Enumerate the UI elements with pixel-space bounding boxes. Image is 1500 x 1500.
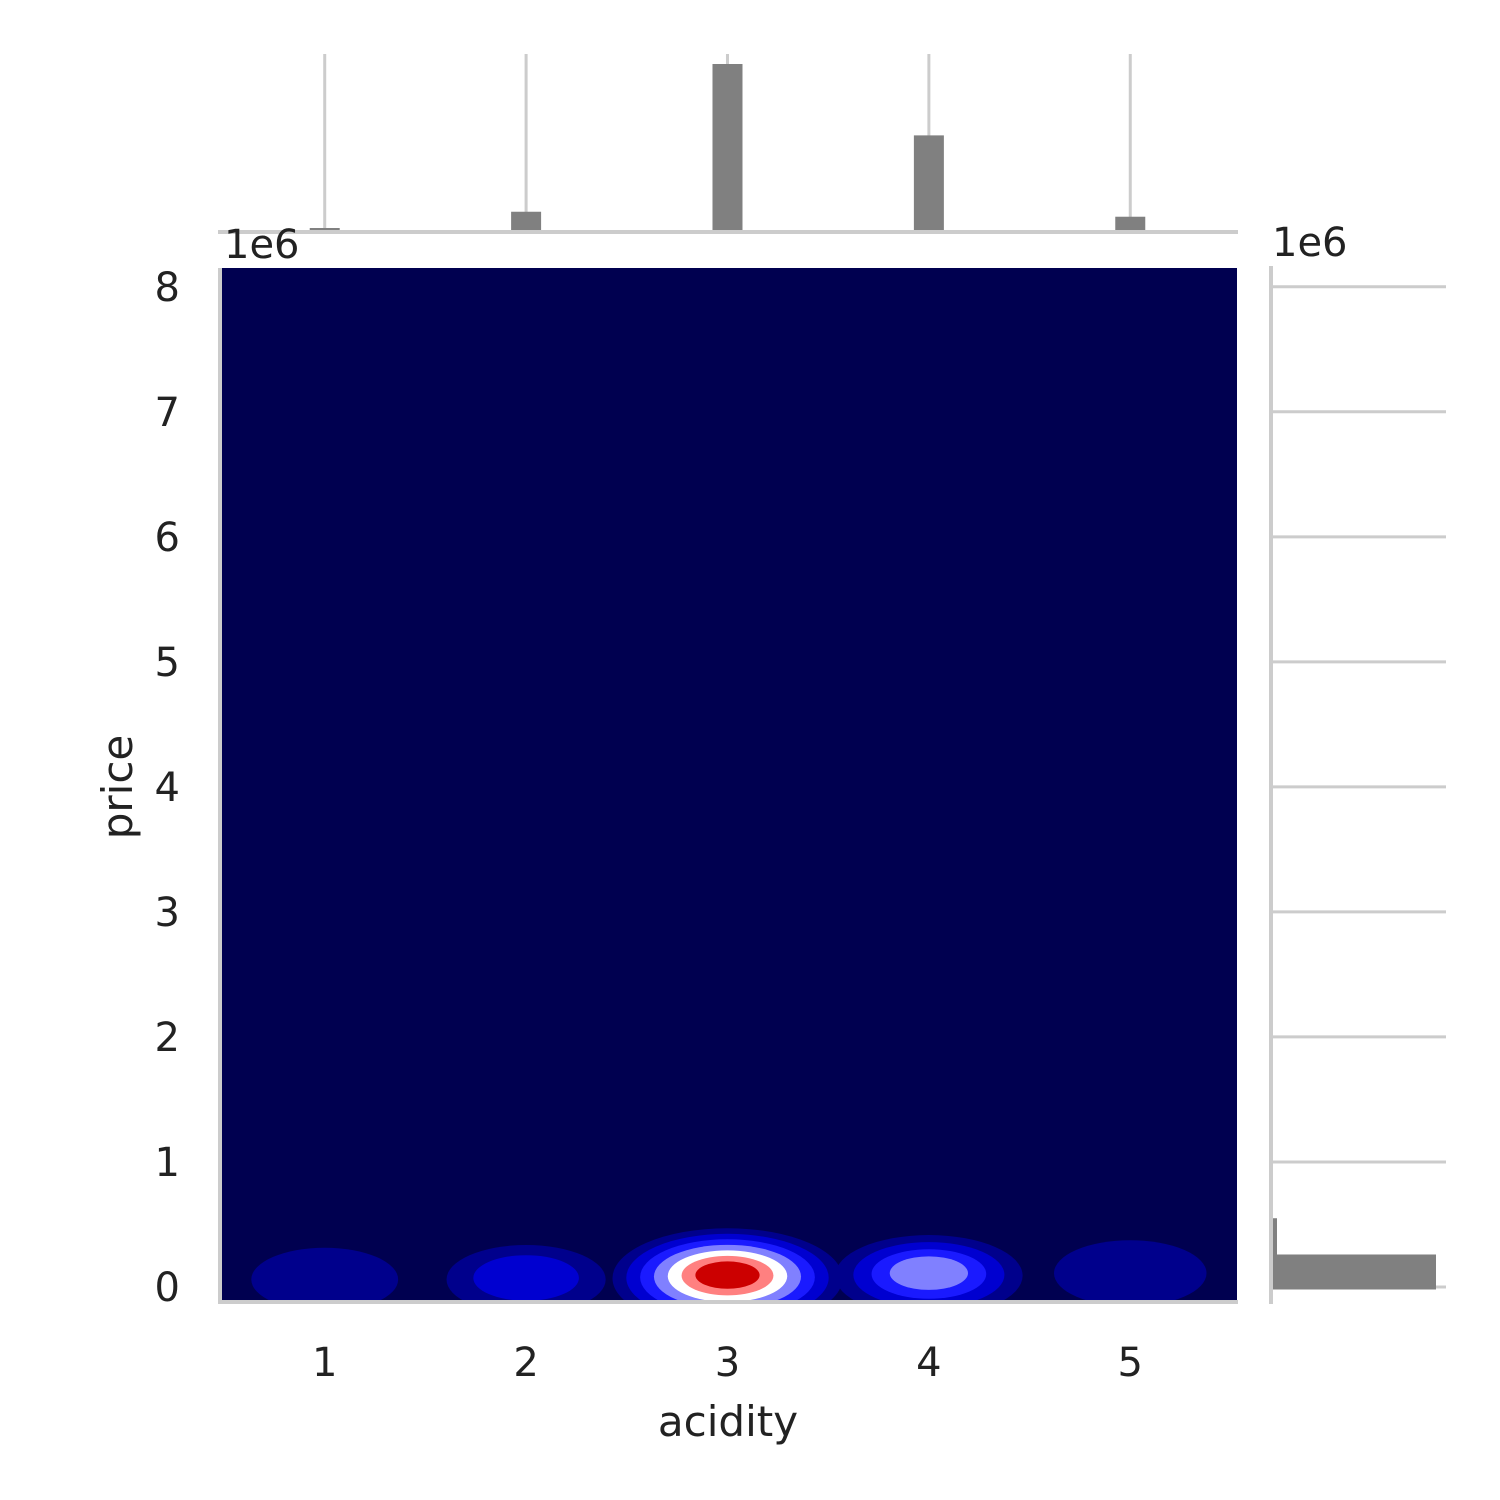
marginal-y-offset-label: 1e6: [1272, 220, 1348, 266]
density-contour: [695, 1261, 760, 1289]
y-tick-label: 4: [155, 765, 180, 811]
marginal-y-bar: [1273, 1254, 1436, 1290]
y-tick-label: 7: [155, 390, 180, 436]
marginal-y-histogram: [1269, 266, 1446, 1304]
marginal-x-bar: [712, 64, 743, 230]
marginal-x-bars: [309, 64, 1146, 230]
marginal-y-gridlines: [1273, 285, 1446, 1289]
joint-density-plot: [218, 268, 1238, 1304]
density-background: [220, 268, 1237, 1302]
density-contour: [889, 1256, 969, 1290]
density-contours: [251, 1228, 1207, 1302]
marginal-x-bar: [913, 135, 944, 230]
y-tick-label: 6: [155, 515, 180, 561]
marginal-x-bar: [1115, 216, 1146, 230]
x-tick-labels: 1 2 3 4 5: [312, 1340, 1143, 1386]
x-axis-label: acidity: [658, 1397, 798, 1446]
density-contour: [1054, 1240, 1207, 1302]
y-tick-label: 5: [155, 640, 180, 686]
marginal-x-bar: [309, 228, 340, 230]
y-tick-label: 8: [155, 265, 180, 311]
density-contour: [251, 1247, 399, 1302]
y-tick-label: 2: [155, 1015, 180, 1061]
marginal-x-histogram: [218, 54, 1238, 234]
y-tick-label: 3: [155, 890, 180, 936]
y-tick-label: 0: [155, 1265, 180, 1311]
y-offset-label: 1e6: [224, 222, 300, 268]
x-tick-label: 4: [916, 1340, 941, 1386]
marginal-y-bar: [1273, 1218, 1277, 1255]
y-tick-labels: 0 1 2 3 4 5 6 7 8: [155, 265, 180, 1311]
x-tick-label: 5: [1118, 1340, 1143, 1386]
density-contour: [473, 1255, 579, 1301]
x-tick-label: 2: [513, 1340, 538, 1386]
marginal-y-bars: [1273, 1218, 1436, 1290]
marginal-x-bar: [511, 211, 542, 230]
x-tick-label: 3: [715, 1340, 740, 1386]
x-tick-label: 1: [312, 1340, 337, 1386]
y-tick-label: 1: [155, 1140, 180, 1186]
y-axis-label: price: [93, 735, 142, 840]
